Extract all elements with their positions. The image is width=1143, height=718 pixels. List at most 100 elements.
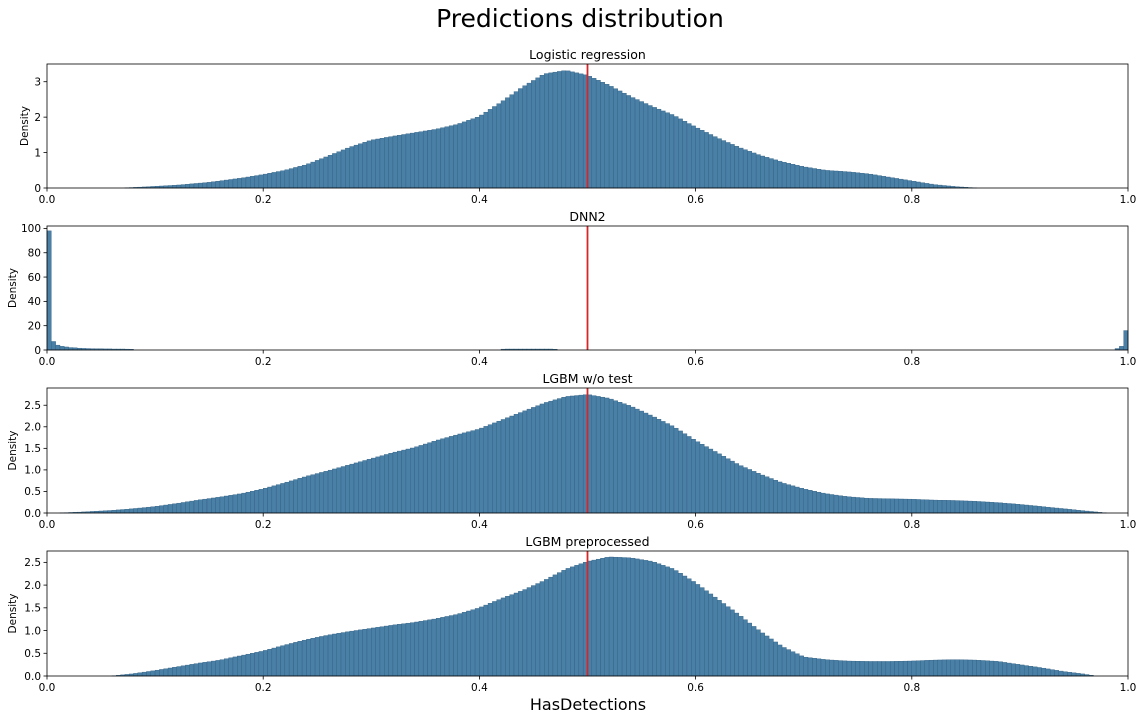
histogram-bar (725, 458, 731, 514)
histogram-bar (695, 584, 701, 677)
histogram-bar (349, 630, 355, 677)
histogram-bar (634, 558, 640, 677)
histogram-bar (595, 80, 601, 189)
histogram-bar (881, 176, 887, 189)
histogram-bar (319, 158, 324, 189)
histogram-bar (682, 433, 688, 514)
histogram-bar (271, 647, 277, 677)
histogram-bar (461, 432, 467, 514)
histogram-bar (211, 181, 216, 189)
histogram-bar (509, 594, 515, 677)
histogram-bar (621, 92, 627, 189)
histogram-bar (444, 616, 450, 677)
histogram-bar (552, 71, 558, 189)
histogram-bar (193, 183, 199, 189)
histogram-bar (673, 427, 679, 514)
histogram-bar (742, 467, 748, 514)
histogram-bar (336, 633, 342, 677)
y-tick-label: 0.5 (24, 486, 41, 498)
histogram-bar (431, 129, 437, 189)
histogram-bar (604, 557, 610, 677)
histogram-bar (461, 612, 467, 677)
histogram-bar (535, 405, 541, 514)
histogram-bar (561, 397, 567, 514)
histogram-bar (267, 173, 273, 189)
histogram-bar (855, 172, 861, 189)
histogram-bar (193, 663, 199, 677)
histogram-bar (760, 155, 765, 189)
histogram-bar (846, 660, 852, 677)
histogram-bar (444, 437, 450, 514)
histogram-bar (310, 638, 316, 677)
histogram-bar (639, 559, 644, 677)
histogram-bar (544, 73, 549, 189)
histogram-bar (474, 608, 480, 677)
histogram-bar (712, 596, 718, 677)
histogram-bar (379, 626, 385, 677)
histogram-bar (660, 110, 666, 189)
histogram-bar (466, 610, 471, 677)
subplot-title: Logistic regression (529, 47, 646, 62)
histogram-bar (920, 499, 925, 514)
histogram-bar (738, 147, 744, 189)
histogram-bar (505, 596, 510, 677)
histogram-bar (729, 144, 735, 189)
histogram-bar (418, 131, 424, 189)
histogram-bar (665, 566, 670, 677)
histogram-bar (1049, 507, 1055, 514)
histogram-bar (388, 136, 394, 189)
histogram-bar (1075, 510, 1081, 514)
histogram-bar (889, 661, 895, 677)
histogram-bar (578, 563, 584, 677)
histogram-bar (154, 506, 160, 514)
histogram-bar (518, 591, 523, 677)
histogram-bar (838, 495, 843, 514)
y-axis-label: Density (19, 106, 31, 146)
histogram-bar (410, 132, 415, 189)
histogram-bar (656, 108, 662, 189)
histogram-bar (790, 164, 796, 189)
histogram-bar (215, 497, 221, 514)
histogram-bar (630, 97, 636, 189)
histogram-bar (552, 399, 558, 514)
subplot-title: LGBM w/o test (542, 371, 632, 386)
histogram-bar (1024, 504, 1029, 514)
y-tick-label: 1.5 (24, 443, 41, 455)
y-tick-label: 2 (34, 112, 41, 124)
histogram-bar (816, 491, 822, 514)
histogram-bar (881, 498, 887, 514)
histogram-bar (509, 415, 515, 514)
histogram-bar (786, 484, 791, 514)
histogram-bar (872, 174, 878, 189)
histogram-bar (219, 180, 225, 189)
histogram-bar (224, 658, 229, 677)
histogram-bar (1062, 671, 1068, 677)
histogram-bar (794, 653, 800, 677)
histogram-bar (392, 451, 398, 514)
x-tick-label: 0.6 (687, 194, 704, 206)
histogram-bar (699, 130, 705, 189)
histogram-bar (799, 166, 804, 189)
histogram-bar (660, 421, 666, 514)
histogram-bar (725, 606, 731, 677)
histogram-bar (453, 124, 458, 189)
histogram-bar (340, 466, 346, 514)
histogram-bar (288, 643, 294, 677)
histogram-bar (172, 185, 177, 189)
subplot-title: DNN2 (569, 209, 605, 224)
histogram-bar (492, 422, 497, 514)
histogram-bar (366, 628, 372, 677)
histogram-bar (980, 660, 986, 677)
y-axis-label: Density (7, 268, 19, 308)
histogram-bar (271, 485, 277, 514)
histogram-bar (288, 168, 294, 189)
x-tick-label: 0.4 (471, 194, 488, 206)
histogram-bars (59, 394, 1107, 514)
y-tick-label: 0 (34, 183, 41, 195)
histogram-bar (384, 137, 389, 189)
histogram-bar (864, 497, 869, 514)
x-tick-label: 0.4 (471, 356, 488, 368)
histogram-bar (574, 395, 580, 514)
histogram-bar (349, 146, 355, 189)
histogram-bar (336, 151, 342, 189)
